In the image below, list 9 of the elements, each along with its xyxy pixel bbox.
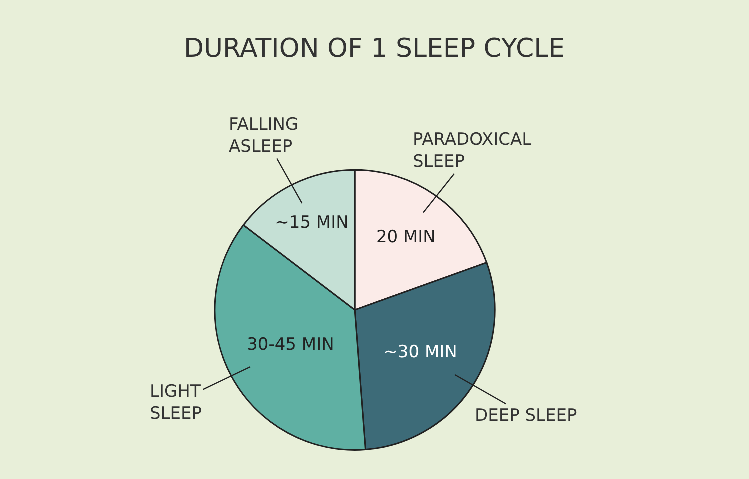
data-label: 30-45 MIN [247, 335, 334, 356]
data-label: ~30 MIN [384, 342, 458, 363]
slice-label: LIGHT SLEEP [150, 382, 202, 424]
data-label: ~15 MIN [275, 213, 349, 234]
slice-label: FALLING ASLEEP [229, 115, 299, 158]
slice-label: PARADOXICAL SLEEP [413, 130, 532, 172]
chart-title: DURATION OF 1 SLEEP CYCLE [184, 34, 566, 64]
slice-label: DEEP SLEEP [475, 406, 578, 426]
data-label: 20 MIN [376, 227, 436, 248]
